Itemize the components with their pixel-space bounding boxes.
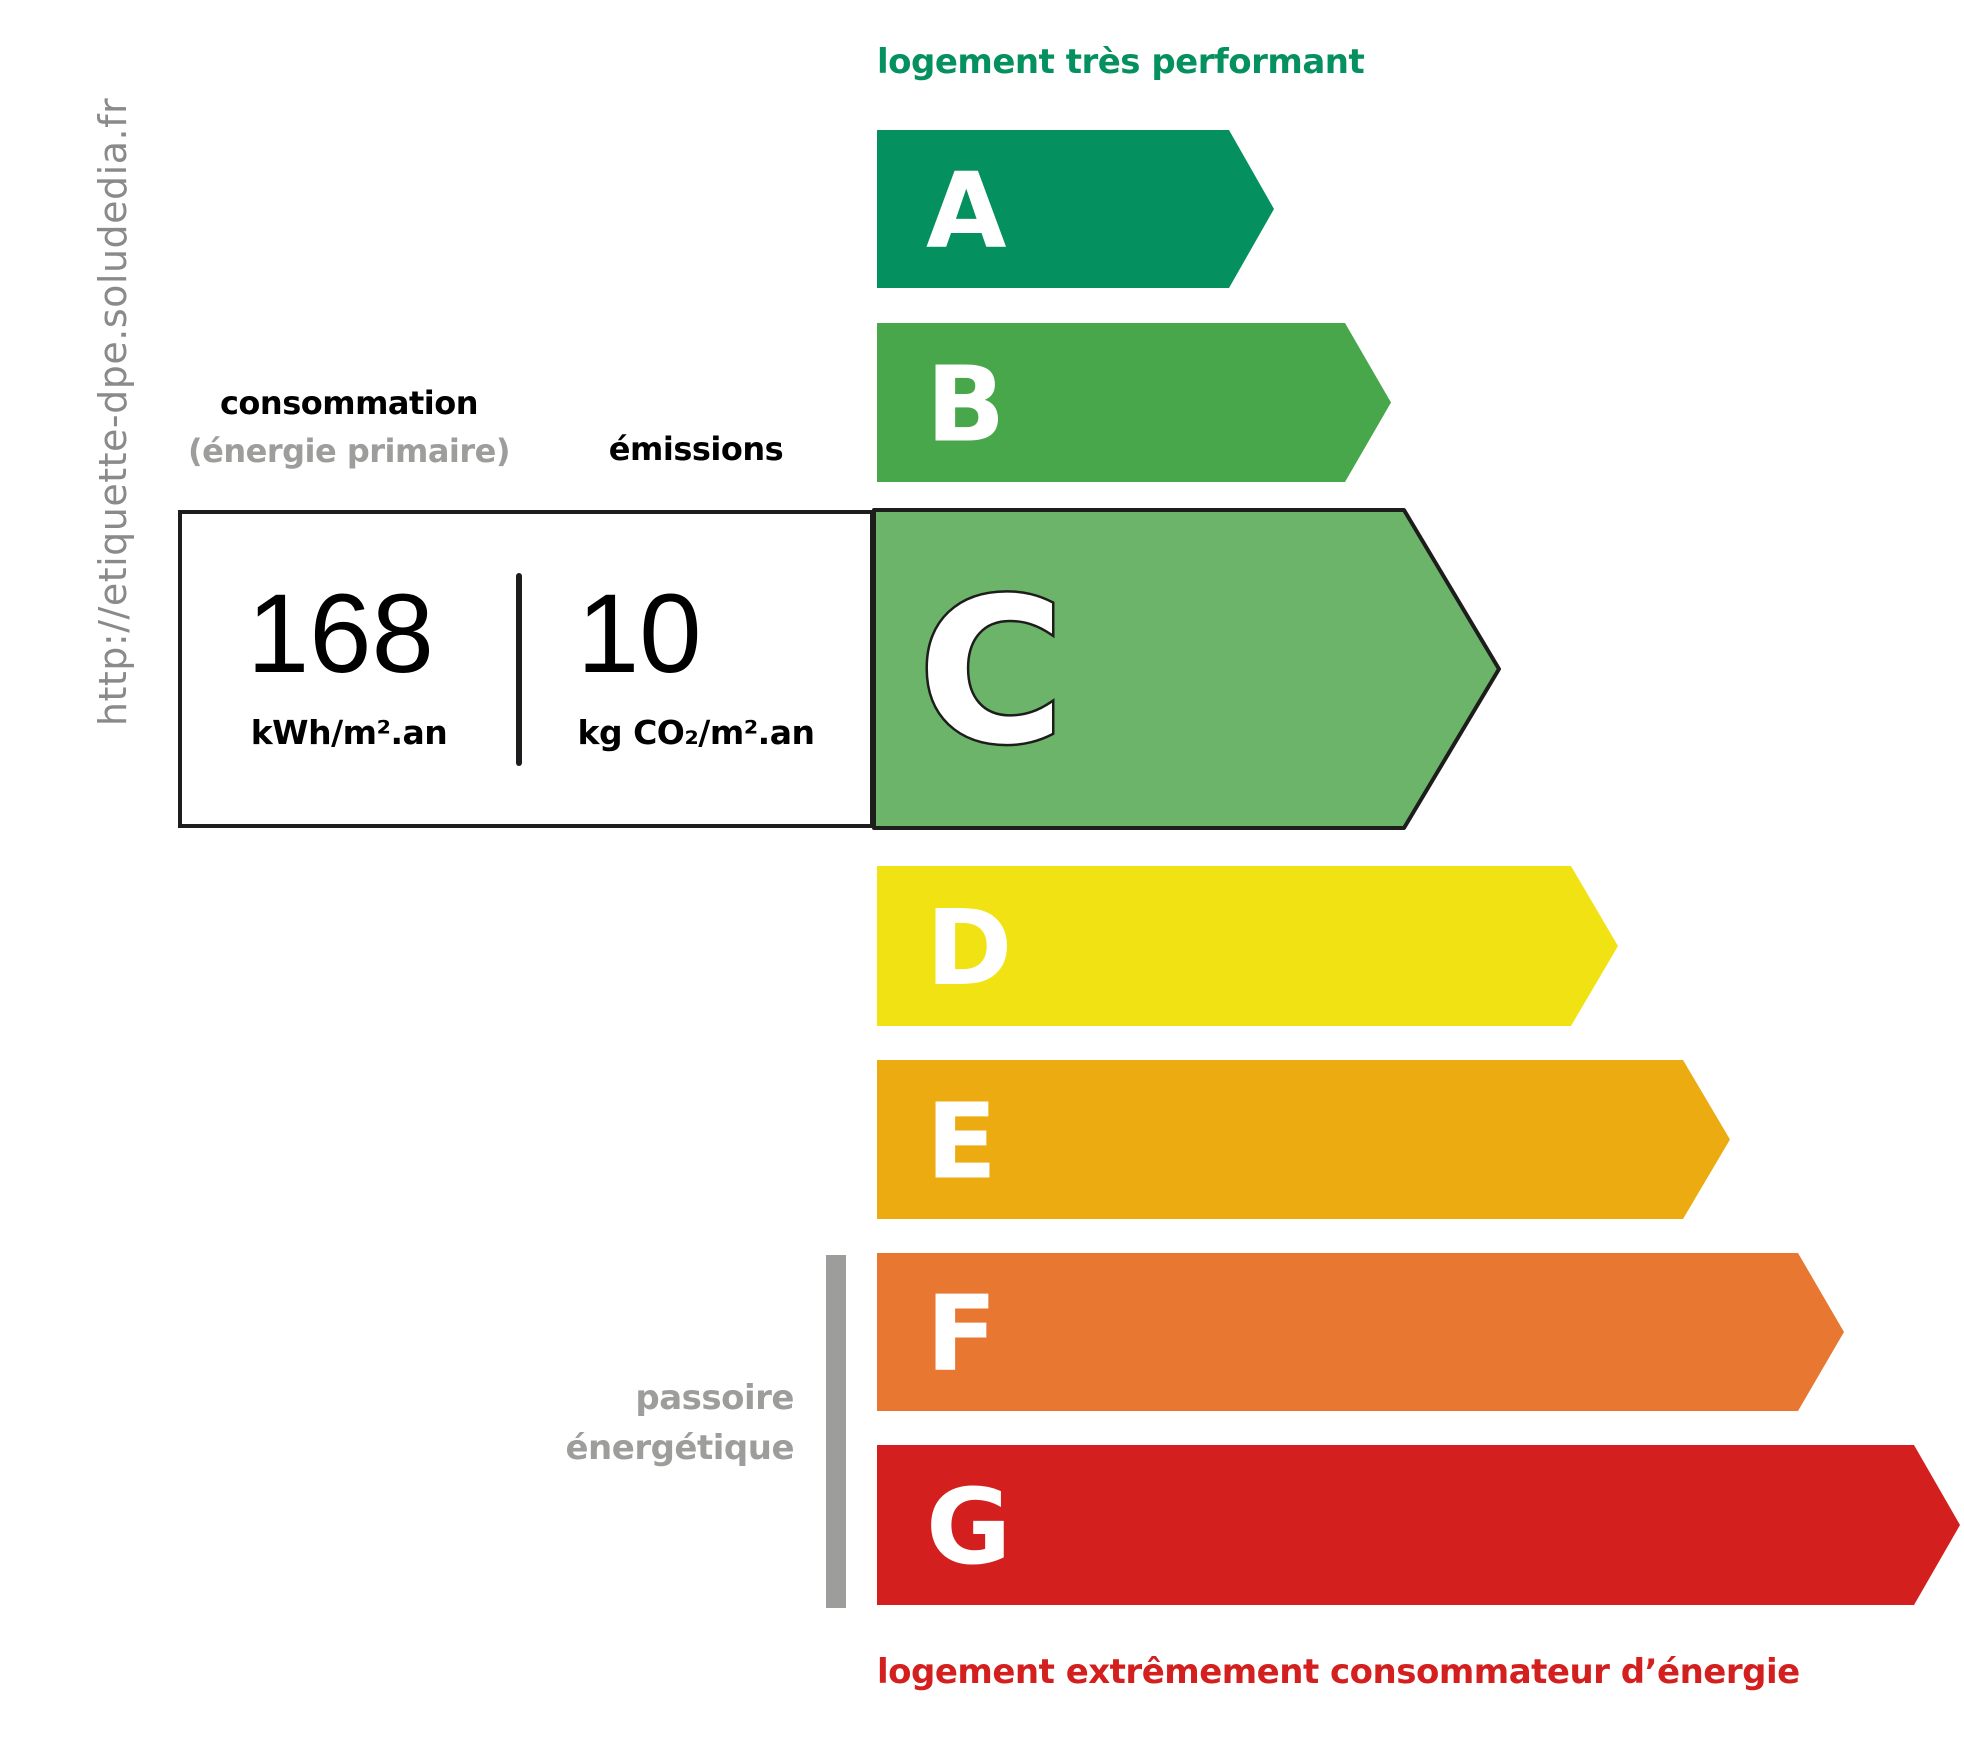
consumption-title: consommation [219,384,479,422]
passoire-line2: énergétique [565,1428,795,1468]
top-label: logement très performant [877,42,1365,82]
class-letter-d: D [926,887,1012,1009]
emissions-value: 10 [577,571,702,696]
consumption-unit: kWh/m².an [250,713,448,752]
class-arrow-g [877,1445,1960,1605]
class-letter-a: A [926,150,1007,272]
bottom-label: logement extrêmement consommateur d’éner… [877,1652,1800,1692]
passoire-line1: passoire [635,1378,794,1418]
consumption-value: 168 [247,571,434,696]
consumption-subtitle: (énergie primaire) [188,432,510,470]
class-letter-c: C [918,556,1065,789]
passoire-bar [826,1255,846,1608]
class-letter-e: E [926,1081,997,1203]
class-arrow-a [877,130,1274,288]
class-arrow-b [877,323,1391,482]
class-arrow-e [877,1060,1730,1219]
values-divider [516,573,522,766]
class-arrow-f [877,1253,1844,1411]
class-arrow-d [877,866,1618,1026]
class-arrow-c [872,508,1501,830]
class-letter-b: B [926,344,1005,466]
class-letter-g: G [926,1466,1011,1588]
class-letter-f: F [926,1273,997,1395]
emissions-title: émissions [608,430,784,468]
emissions-unit: kg CO₂/m².an [577,713,815,752]
